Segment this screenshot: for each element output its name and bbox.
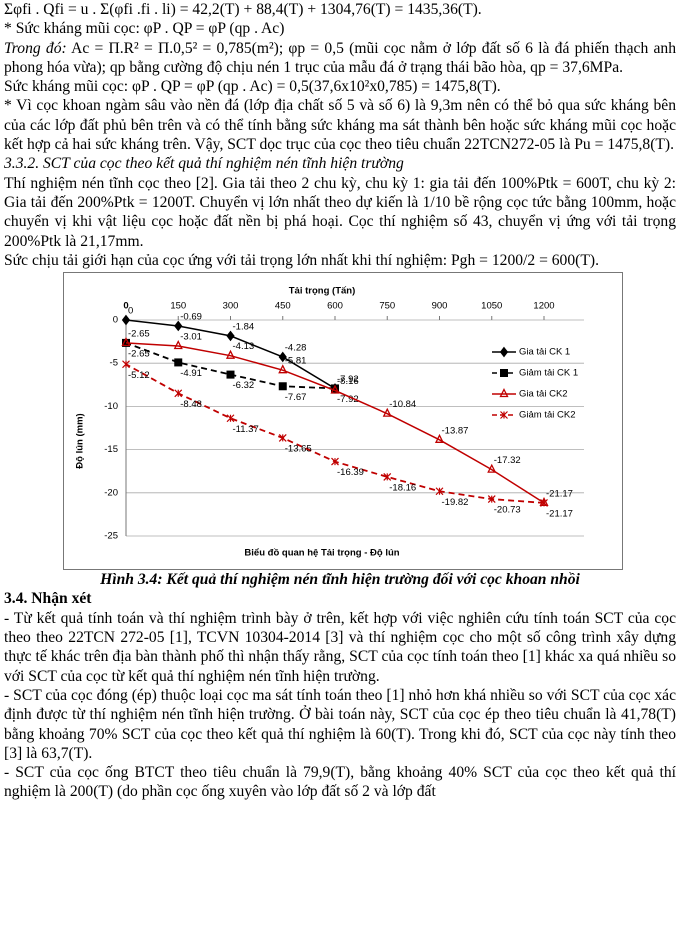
point [173, 340, 183, 350]
y-axis-title: Độ lún (mm) [75, 413, 86, 468]
point [540, 499, 548, 507]
data-label: -2.65 [128, 349, 150, 360]
paragraph: Trong đó: Ac = Π.R² = Π.0,5² = 0,785(m²)… [4, 39, 676, 78]
document: Σφfi . Qfi = u . Σ(φfi .fi . li) = 42,2(… [4, 0, 676, 802]
legend-label: Gia tải CK 1 [519, 347, 570, 358]
x-tick-label: 450 [275, 301, 291, 312]
point [331, 457, 339, 466]
point [487, 463, 497, 473]
section-heading: 3.3.2. SCT của cọc theo kết quả thí nghi… [4, 155, 404, 173]
point [487, 495, 496, 504]
data-label: -5.12 [128, 370, 150, 381]
paragraph: Thí nghiệm nén tĩnh cọc theo [2]. Gia tả… [4, 174, 676, 250]
legend-marker [500, 411, 508, 420]
legend-label: Giảm tải CK 1 [519, 368, 578, 379]
data-label: -1.84 [233, 322, 255, 333]
data-label: -7.92 [337, 374, 359, 385]
data-label: -19.82 [442, 497, 469, 508]
legend-label: Giảm tải CK2 [519, 410, 576, 421]
paragraph: Sức chịu tải giới hạn của cọc ứng với tả… [4, 251, 599, 269]
data-label: -13.87 [442, 426, 469, 437]
point [121, 314, 131, 326]
paragraph: * Vì cọc khoan ngàm sâu vào nền đá (lớp … [4, 97, 676, 154]
chart-title: Biểu đồ quan hệ Tải trọng - Độ lún [244, 548, 399, 559]
data-label: -8.16 [337, 376, 359, 387]
legend-marker [499, 388, 509, 398]
data-label: -6.32 [233, 380, 255, 391]
y-tick-label: -20 [104, 487, 118, 498]
point [121, 337, 131, 347]
paragraph: - Từ kết quả tính toán và thí nghiệm trì… [4, 609, 676, 685]
paragraph: - SCT của cọc đóng (ép) thuộc loại cọc m… [4, 686, 676, 762]
x-tick-label: 0 [123, 301, 128, 312]
point [383, 473, 392, 481]
point [330, 384, 340, 394]
y-tick-label: 0 [113, 315, 118, 326]
paragraph: Σφfi . Qfi = u . Σ(φfi .fi . li) = 42,2(… [4, 1, 482, 18]
chart: Tải trọng (Tấn) Độ lún (mm) Biểu đồ quan… [63, 272, 623, 571]
point [278, 351, 287, 363]
x-tick-label: 600 [327, 301, 343, 312]
paragraph: * Sức kháng mũi cọc: φP . QP = φP (qp . … [4, 20, 285, 38]
point [226, 330, 235, 342]
point [174, 389, 183, 398]
data-label: -16.39 [337, 467, 364, 478]
x-tick-label: 150 [170, 301, 186, 312]
x-tick-label: 750 [379, 301, 395, 312]
data-label: 0 [128, 306, 133, 317]
paragraph: Sức kháng mũi cọc: φP . QP = φP (qp . Ac… [4, 78, 501, 96]
data-label: -8.48 [180, 399, 202, 410]
data-label: -7.67 [285, 392, 307, 403]
point [226, 370, 235, 379]
data-label: -2.65 [128, 329, 150, 340]
point [278, 382, 287, 391]
point [434, 434, 445, 444]
point [122, 360, 130, 369]
legend-label: Gia tải CK2 [519, 389, 568, 400]
data-label: -3.01 [180, 332, 202, 343]
x-tick-label: 300 [223, 301, 239, 312]
point [278, 434, 287, 443]
x-tick-label: 1200 [533, 301, 554, 312]
data-label: -13.65 [285, 444, 312, 455]
y-tick-label: -5 [110, 358, 118, 369]
point [225, 349, 236, 359]
data-label: -4.13 [233, 341, 255, 352]
x-tick-label: 900 [432, 301, 448, 312]
legend-marker [499, 346, 509, 358]
section-heading: 3.4. Nhận xét [4, 590, 92, 608]
data-label: -21.17 [546, 489, 573, 500]
data-label: -17.32 [494, 455, 521, 466]
note-text: Ac = Π.R² = Π.0,5² = 0,785(m²); φp = 0,5… [4, 39, 676, 76]
point [226, 414, 235, 423]
data-label: -7.92 [337, 394, 359, 405]
point [174, 320, 183, 332]
y-tick-label: -25 [104, 531, 118, 542]
data-label: -20.73 [494, 505, 521, 516]
figure-caption: Hình 3.4: Kết quả thí nghiệm nén tĩnh hi… [100, 571, 580, 589]
point [174, 358, 183, 367]
point [278, 364, 288, 374]
x-tick-label: 1050 [481, 301, 502, 312]
data-label: -11.37 [233, 424, 259, 435]
data-label: -4.91 [180, 368, 202, 379]
y-tick-label: -10 [104, 401, 118, 412]
point [382, 407, 392, 417]
x-axis-title: Tải trọng (Tấn) [289, 286, 356, 297]
series-line [125, 342, 545, 504]
point [435, 487, 444, 496]
data-label: -21.17 [546, 509, 573, 520]
data-label: -4.28 [285, 343, 307, 354]
data-label: -18.16 [389, 483, 416, 494]
data-label: -5.81 [285, 356, 307, 367]
paragraph: - SCT của cọc ống BTCT theo tiêu chuẩn l… [4, 764, 676, 801]
y-tick-label: -15 [104, 444, 118, 455]
chart-container: Tải trọng (Tấn) Độ lún (mm) Biểu đồ quan… [63, 272, 623, 571]
data-label: -0.69 [180, 312, 202, 323]
data-label: -10.84 [389, 399, 416, 410]
legend-marker [500, 369, 508, 378]
note-lead: Trong đó: [4, 39, 67, 57]
